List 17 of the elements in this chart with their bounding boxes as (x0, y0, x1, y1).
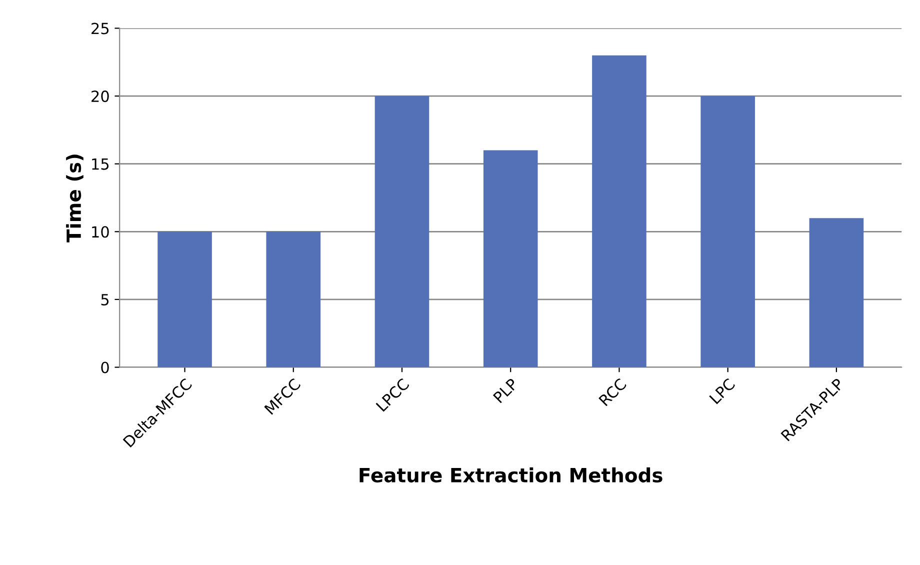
y-tick-label: 0 (101, 362, 109, 374)
bar (700, 96, 755, 368)
bar (809, 218, 864, 368)
y-tick-label: 15 (92, 158, 109, 170)
bar (483, 150, 538, 368)
y-tick-label: 10 (92, 226, 109, 238)
bar (374, 96, 430, 368)
bar (158, 232, 212, 368)
x-tick-label: PLP (492, 378, 518, 404)
y-tick-label: 25 (92, 22, 109, 34)
x-axis-title: Feature Extraction Methods (360, 467, 662, 482)
y-axis-title: Time (s) (66, 154, 84, 242)
y-tick-label: 20 (92, 90, 109, 102)
bar (266, 232, 321, 368)
bar (592, 55, 646, 368)
y-tick-label: 5 (101, 294, 109, 306)
x-tick-label: LPC (708, 378, 736, 404)
